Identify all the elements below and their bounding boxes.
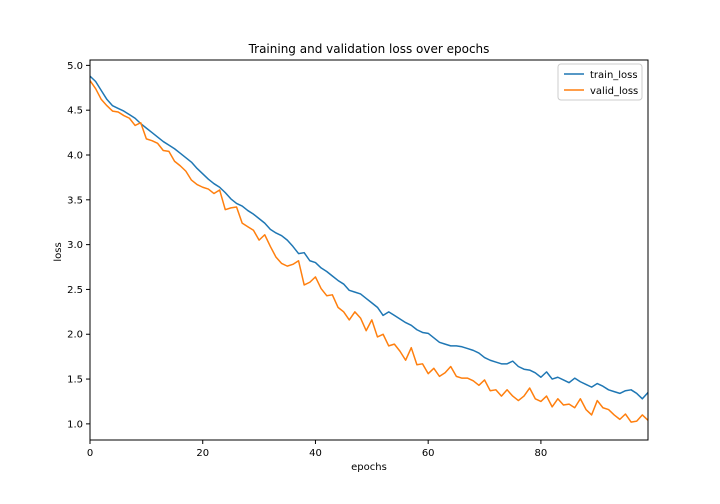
legend-box (557, 63, 643, 101)
x-tick-label: 0 (87, 448, 93, 459)
y-tick-label: 4.0 (67, 151, 83, 162)
legend-label-train-loss: train_loss (590, 70, 638, 81)
x-tick-label: 40 (309, 448, 322, 459)
y-tick-label: 3.5 (67, 195, 83, 206)
axis-ticks: 0 20 40 60 80 1.0 1.5 2.0 2.5 3.0 3.5 4.0 4.5 5.0 (67, 61, 547, 459)
y-tick-label: 1.0 (67, 419, 83, 430)
x-tick-label: 80 (535, 448, 548, 459)
y-tick-label: 5.0 (67, 61, 83, 72)
series-line-train-loss (89, 75, 649, 400)
series-line-valid-loss (89, 80, 649, 423)
y-axis-label: loss (53, 242, 64, 261)
axes-frame (89, 59, 649, 441)
y-tick-label: 4.5 (67, 106, 83, 117)
y-tick-label: 2.0 (67, 330, 83, 341)
x-tick-label: 60 (422, 448, 435, 459)
y-tick-label: 2.5 (67, 285, 83, 296)
x-tick-label: 20 (196, 448, 209, 459)
y-tick-label: 3.0 (67, 240, 83, 251)
plot-area (89, 59, 649, 441)
legend: train_loss valid_loss (557, 63, 643, 101)
legend-label-valid-loss: valid_loss (590, 86, 638, 97)
chart-title: Training and validation loss over epochs (248, 42, 490, 56)
y-tick-label: 1.5 (67, 375, 83, 386)
x-axis-label: epochs (351, 462, 387, 473)
